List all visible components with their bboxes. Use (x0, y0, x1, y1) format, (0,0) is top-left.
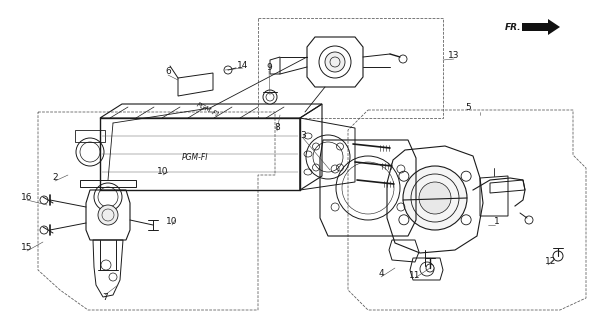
Text: PGM-FI: PGM-FI (196, 102, 220, 118)
Text: 3: 3 (300, 131, 306, 140)
Text: FR.: FR. (504, 22, 521, 31)
Polygon shape (522, 19, 560, 35)
Circle shape (461, 171, 471, 181)
Text: 16: 16 (21, 193, 33, 202)
Text: 14: 14 (237, 60, 249, 69)
Text: 12: 12 (545, 258, 556, 267)
Circle shape (553, 251, 563, 261)
Circle shape (263, 90, 277, 104)
Circle shape (399, 215, 409, 225)
Text: PGM-FI: PGM-FI (181, 154, 208, 163)
Bar (258, 18, 443, 118)
Circle shape (403, 166, 467, 230)
Text: 5: 5 (465, 103, 471, 113)
Text: 15: 15 (21, 244, 33, 252)
Circle shape (98, 205, 118, 225)
Circle shape (399, 171, 409, 181)
Text: 10: 10 (158, 167, 169, 177)
Text: 10: 10 (167, 218, 178, 227)
Circle shape (461, 215, 471, 225)
Text: 9: 9 (266, 63, 272, 73)
Circle shape (419, 182, 451, 214)
Text: 11: 11 (409, 270, 420, 279)
Text: 1: 1 (494, 218, 500, 227)
Text: 7: 7 (102, 293, 108, 302)
Circle shape (426, 264, 434, 272)
Text: 2: 2 (52, 173, 58, 182)
Circle shape (325, 52, 345, 72)
Text: 8: 8 (274, 124, 280, 132)
Text: 13: 13 (448, 52, 460, 60)
Text: 6: 6 (165, 68, 171, 76)
Text: 4: 4 (378, 269, 384, 278)
